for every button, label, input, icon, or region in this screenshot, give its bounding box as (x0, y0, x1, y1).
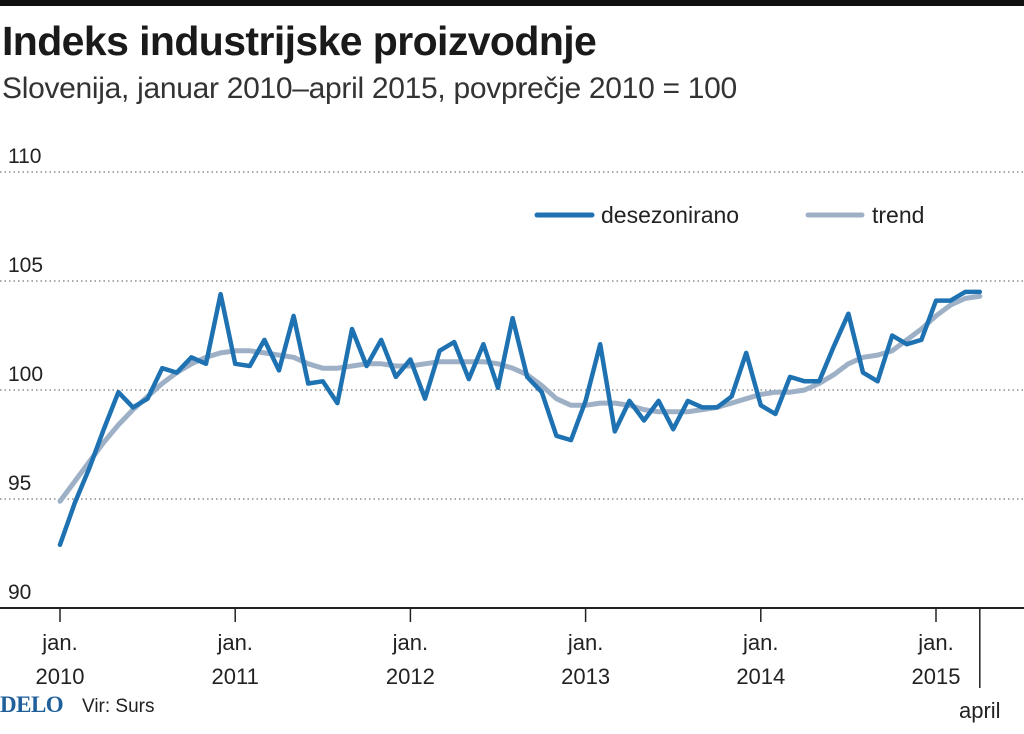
y-tick-label-110: 110 (8, 145, 41, 168)
x-tick-label-month-3: jan. (567, 630, 603, 655)
y-tick-label-105: 105 (8, 254, 43, 277)
y-tick-label-100: 100 (8, 363, 43, 386)
page-subtitle: Slovenija, januar 2010–april 2015, povpr… (2, 72, 737, 105)
x-tick-label-month-0: jan. (41, 630, 77, 655)
y-tick-label-90: 90 (8, 581, 31, 604)
x-tick-label-year-1: 2011 (212, 664, 259, 689)
x-tick-label-year-5: 2015 (912, 664, 961, 689)
x-tick-label-year-3: 2013 (561, 664, 610, 689)
delo-logo: DELO (0, 692, 64, 717)
x-tick-label-year-4: 2014 (736, 664, 785, 689)
x-tick-label-end: april (959, 698, 1001, 723)
legend-label-desezonirano: desezonirano (601, 202, 739, 228)
x-tick-label-year-0: 2010 (36, 664, 85, 689)
x-tick-label-month-2: jan. (392, 630, 428, 655)
y-tick-label-95: 95 (8, 472, 31, 495)
x-tick-label-month-4: jan. (742, 630, 778, 655)
source-note: Vir: Surs (82, 696, 155, 717)
top-rule (0, 0, 1024, 6)
x-tick-label-year-2: 2012 (386, 664, 435, 689)
grid-lines (0, 171, 1024, 609)
series-line-desezonirano (57, 289, 983, 548)
y-axis-ticks: 90 95 100 105 110 (8, 145, 43, 604)
series-line-trend (57, 293, 983, 504)
x-axis: jan. 2010 jan. 2011 jan. 2012 jan. 2013 jan. 2014… (36, 608, 1001, 723)
series-lines (57, 289, 983, 548)
chart-legend: desezonirano trend (534, 202, 924, 228)
x-tick-label-month-1: jan. (216, 630, 252, 655)
legend-label-trend: trend (872, 202, 924, 228)
page-title: Indeks industrijske proizvodnje (2, 18, 597, 64)
x-tick-label-month-5: jan. (917, 630, 953, 655)
